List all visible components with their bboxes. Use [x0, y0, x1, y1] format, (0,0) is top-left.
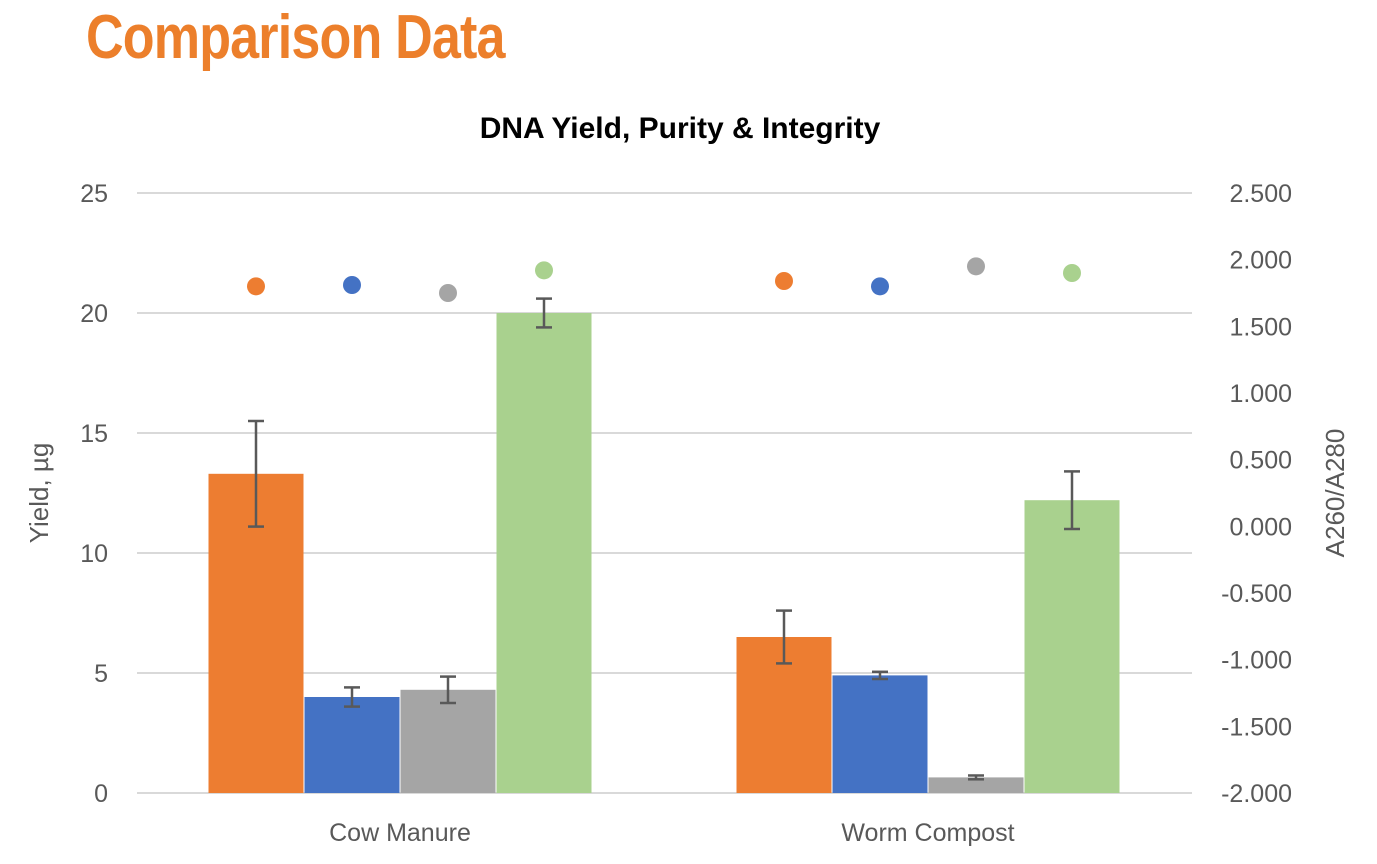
- y2-tick-label: -1.000: [1221, 647, 1292, 675]
- purity-markers: [247, 257, 1081, 302]
- chart-title: DNA Yield, Purity & Integrity: [480, 112, 881, 145]
- y-tick-label: 10: [80, 540, 108, 568]
- page-heading: Comparison Data: [86, 3, 505, 72]
- purity-point: [439, 284, 457, 302]
- y2-tick-label: -1.500: [1221, 713, 1292, 741]
- purity-point: [967, 257, 985, 276]
- bar: [304, 697, 400, 793]
- purity-point: [535, 261, 553, 280]
- error-bar: [248, 419, 264, 528]
- bar: [1024, 500, 1120, 793]
- error-bar: [872, 670, 888, 681]
- error-bar: [344, 686, 360, 708]
- bar: [400, 689, 496, 793]
- y2-axis-title: A260/A280: [1320, 429, 1350, 558]
- error-bar: [440, 675, 456, 705]
- y-tick-label: 15: [80, 420, 108, 448]
- y2-tick-label: -2.000: [1221, 780, 1292, 808]
- y-tick-label: 0: [94, 780, 108, 808]
- y2-tick-label: 0.500: [1229, 447, 1292, 475]
- bar: [928, 777, 1024, 793]
- purity-point: [871, 277, 889, 296]
- y2-tick-label: 1.500: [1229, 313, 1292, 341]
- purity-point: [775, 272, 793, 290]
- y-tick-label: 25: [80, 180, 108, 208]
- purity-point: [1063, 264, 1081, 282]
- error-bar: [536, 297, 552, 329]
- y2-tick-label: -0.500: [1221, 580, 1292, 608]
- y2-tick-label: 2.000: [1229, 247, 1292, 275]
- purity-point: [343, 276, 361, 294]
- error-bar: [1064, 470, 1080, 531]
- axis-labels: 0 5 10 15 20 25 -2.000 -1.500 -1.000 -0.500 0.000 0…: [80, 180, 1292, 847]
- y-tick-label: 5: [94, 660, 108, 688]
- y-axis-title: Yield, µg: [24, 443, 54, 544]
- bar: [496, 313, 592, 793]
- error-bar: [968, 774, 984, 781]
- y-tick-label: 20: [80, 300, 108, 328]
- purity-point: [247, 277, 265, 296]
- bar: [832, 675, 928, 793]
- error-bars: [248, 297, 1080, 781]
- y2-tick-label: 0.000: [1229, 513, 1292, 541]
- x-category-label: Worm Compost: [841, 819, 1014, 847]
- error-bar: [776, 609, 792, 665]
- y2-tick-label: 2.500: [1229, 180, 1292, 208]
- y2-tick-label: 1.000: [1229, 380, 1292, 408]
- x-category-label: Cow Manure: [329, 819, 471, 847]
